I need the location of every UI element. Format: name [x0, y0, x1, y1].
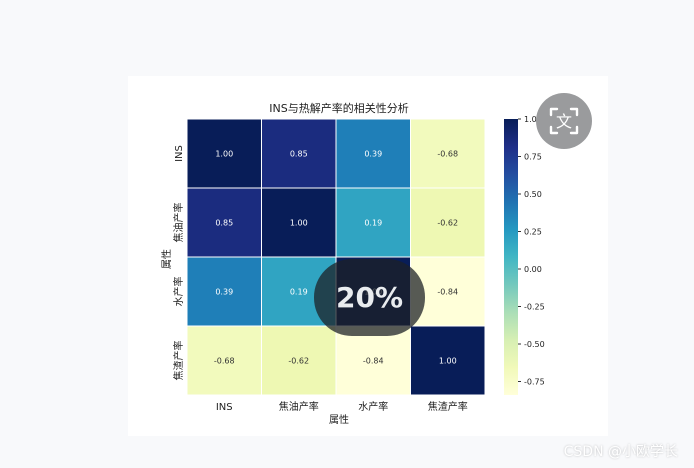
cell-value-label-0-2: 0.39 [364, 150, 382, 159]
heatmap-figure: INS与热解产率的相关性分析 1.00 0.85 0.39 -0.68 0.85 1.00… [128, 76, 608, 436]
cell-value-label-1-3: -0.62 [437, 219, 458, 228]
watermark-text: CSDN @小欧学长 [563, 444, 678, 460]
colorbar-tick-label: -0.75 [524, 378, 545, 387]
cell-value-label-0-0: 1.00 [215, 150, 233, 159]
colorbar-ticks: 1.00 0.75 0.50 0.25 0.00 -0.25 -0.50 -0.75 [518, 115, 545, 387]
cell-value-label-0-3: -0.68 [437, 150, 458, 159]
colorbar-tick-label: 0.25 [524, 228, 542, 237]
cell-value-label-0-1: 0.85 [290, 150, 308, 159]
heatmap-cell-3-0 [186, 325, 262, 396]
colorbar-tick-label: 1.00 [524, 115, 542, 124]
heatmap-cell-0-1 [261, 118, 337, 189]
cell-value-label-2-0: 0.39 [215, 288, 233, 297]
cell-value-label-3-0: -0.68 [214, 357, 235, 366]
y-tick-label: 焦油产率 [172, 203, 185, 243]
y-axis-label: 属性 [160, 249, 173, 269]
x-tick-label: 水产率 [358, 400, 388, 413]
cell-value-label-3-3: 1.00 [439, 357, 457, 366]
colorbar-tick-label: -0.25 [524, 303, 545, 312]
heatmap-cell-1-1 [261, 187, 337, 258]
cell-value-label-1-2: 0.19 [364, 219, 382, 228]
cell-value-label-2-1: 0.19 [290, 288, 308, 297]
cell-value-label-3-2: -0.84 [363, 357, 384, 366]
heatmap-cell-0-3 [410, 118, 486, 189]
translate-icon: 文 [549, 107, 579, 135]
cell-value-label-2-3: -0.84 [437, 288, 458, 297]
zoom-level-indicator: 20% [314, 259, 425, 336]
colorbar [504, 119, 518, 395]
x-tick-label: 焦渣产率 [428, 400, 468, 413]
colorbar-tick-label: 0.50 [524, 190, 542, 199]
x-axis-label: 属性 [329, 413, 349, 426]
cell-value-label-3-1: -0.62 [288, 357, 309, 366]
x-tick-label: 焦油产率 [279, 400, 319, 413]
cell-value-label-1-0: 0.85 [215, 219, 233, 228]
heatmap-cell-1-3 [410, 187, 486, 258]
y-tick-label: INS [174, 145, 185, 162]
colorbar-tick-label: -0.50 [524, 340, 545, 349]
heatmap-cells [186, 118, 486, 396]
heatmap-cell-3-1 [261, 325, 337, 396]
x-tick-label: INS [216, 402, 233, 413]
heatmap-chart: INS与热解产率的相关性分析 1.00 0.85 0.39 -0.680.85 1.00… [160, 101, 545, 426]
y-tick-label: 水产率 [172, 277, 185, 307]
colorbar-tick-label: 0.75 [524, 153, 542, 162]
translate-glyph: 文 [556, 112, 572, 131]
colorbar-tick-label: 0.00 [524, 265, 542, 274]
translate-button[interactable]: 文 [536, 93, 592, 149]
heatmap-cell-0-0 [186, 118, 262, 189]
zoom-level-label: 20% [335, 281, 404, 314]
chart-title: INS与热解产率的相关性分析 [269, 101, 408, 115]
heatmap-cell-3-3 [410, 325, 486, 396]
x-tick-labels: INS 焦油产率 水产率 焦渣产率 [216, 400, 468, 413]
heatmap-cell-labels: 1.00 0.85 0.39 -0.68 0.85 1.00 0.19 -0.62 0.39 0.… [214, 150, 458, 366]
y-tick-label: 焦渣产率 [172, 341, 185, 381]
cell-value-label-1-1: 1.00 [290, 219, 308, 228]
heatmap-cell-0-2 [335, 118, 411, 189]
